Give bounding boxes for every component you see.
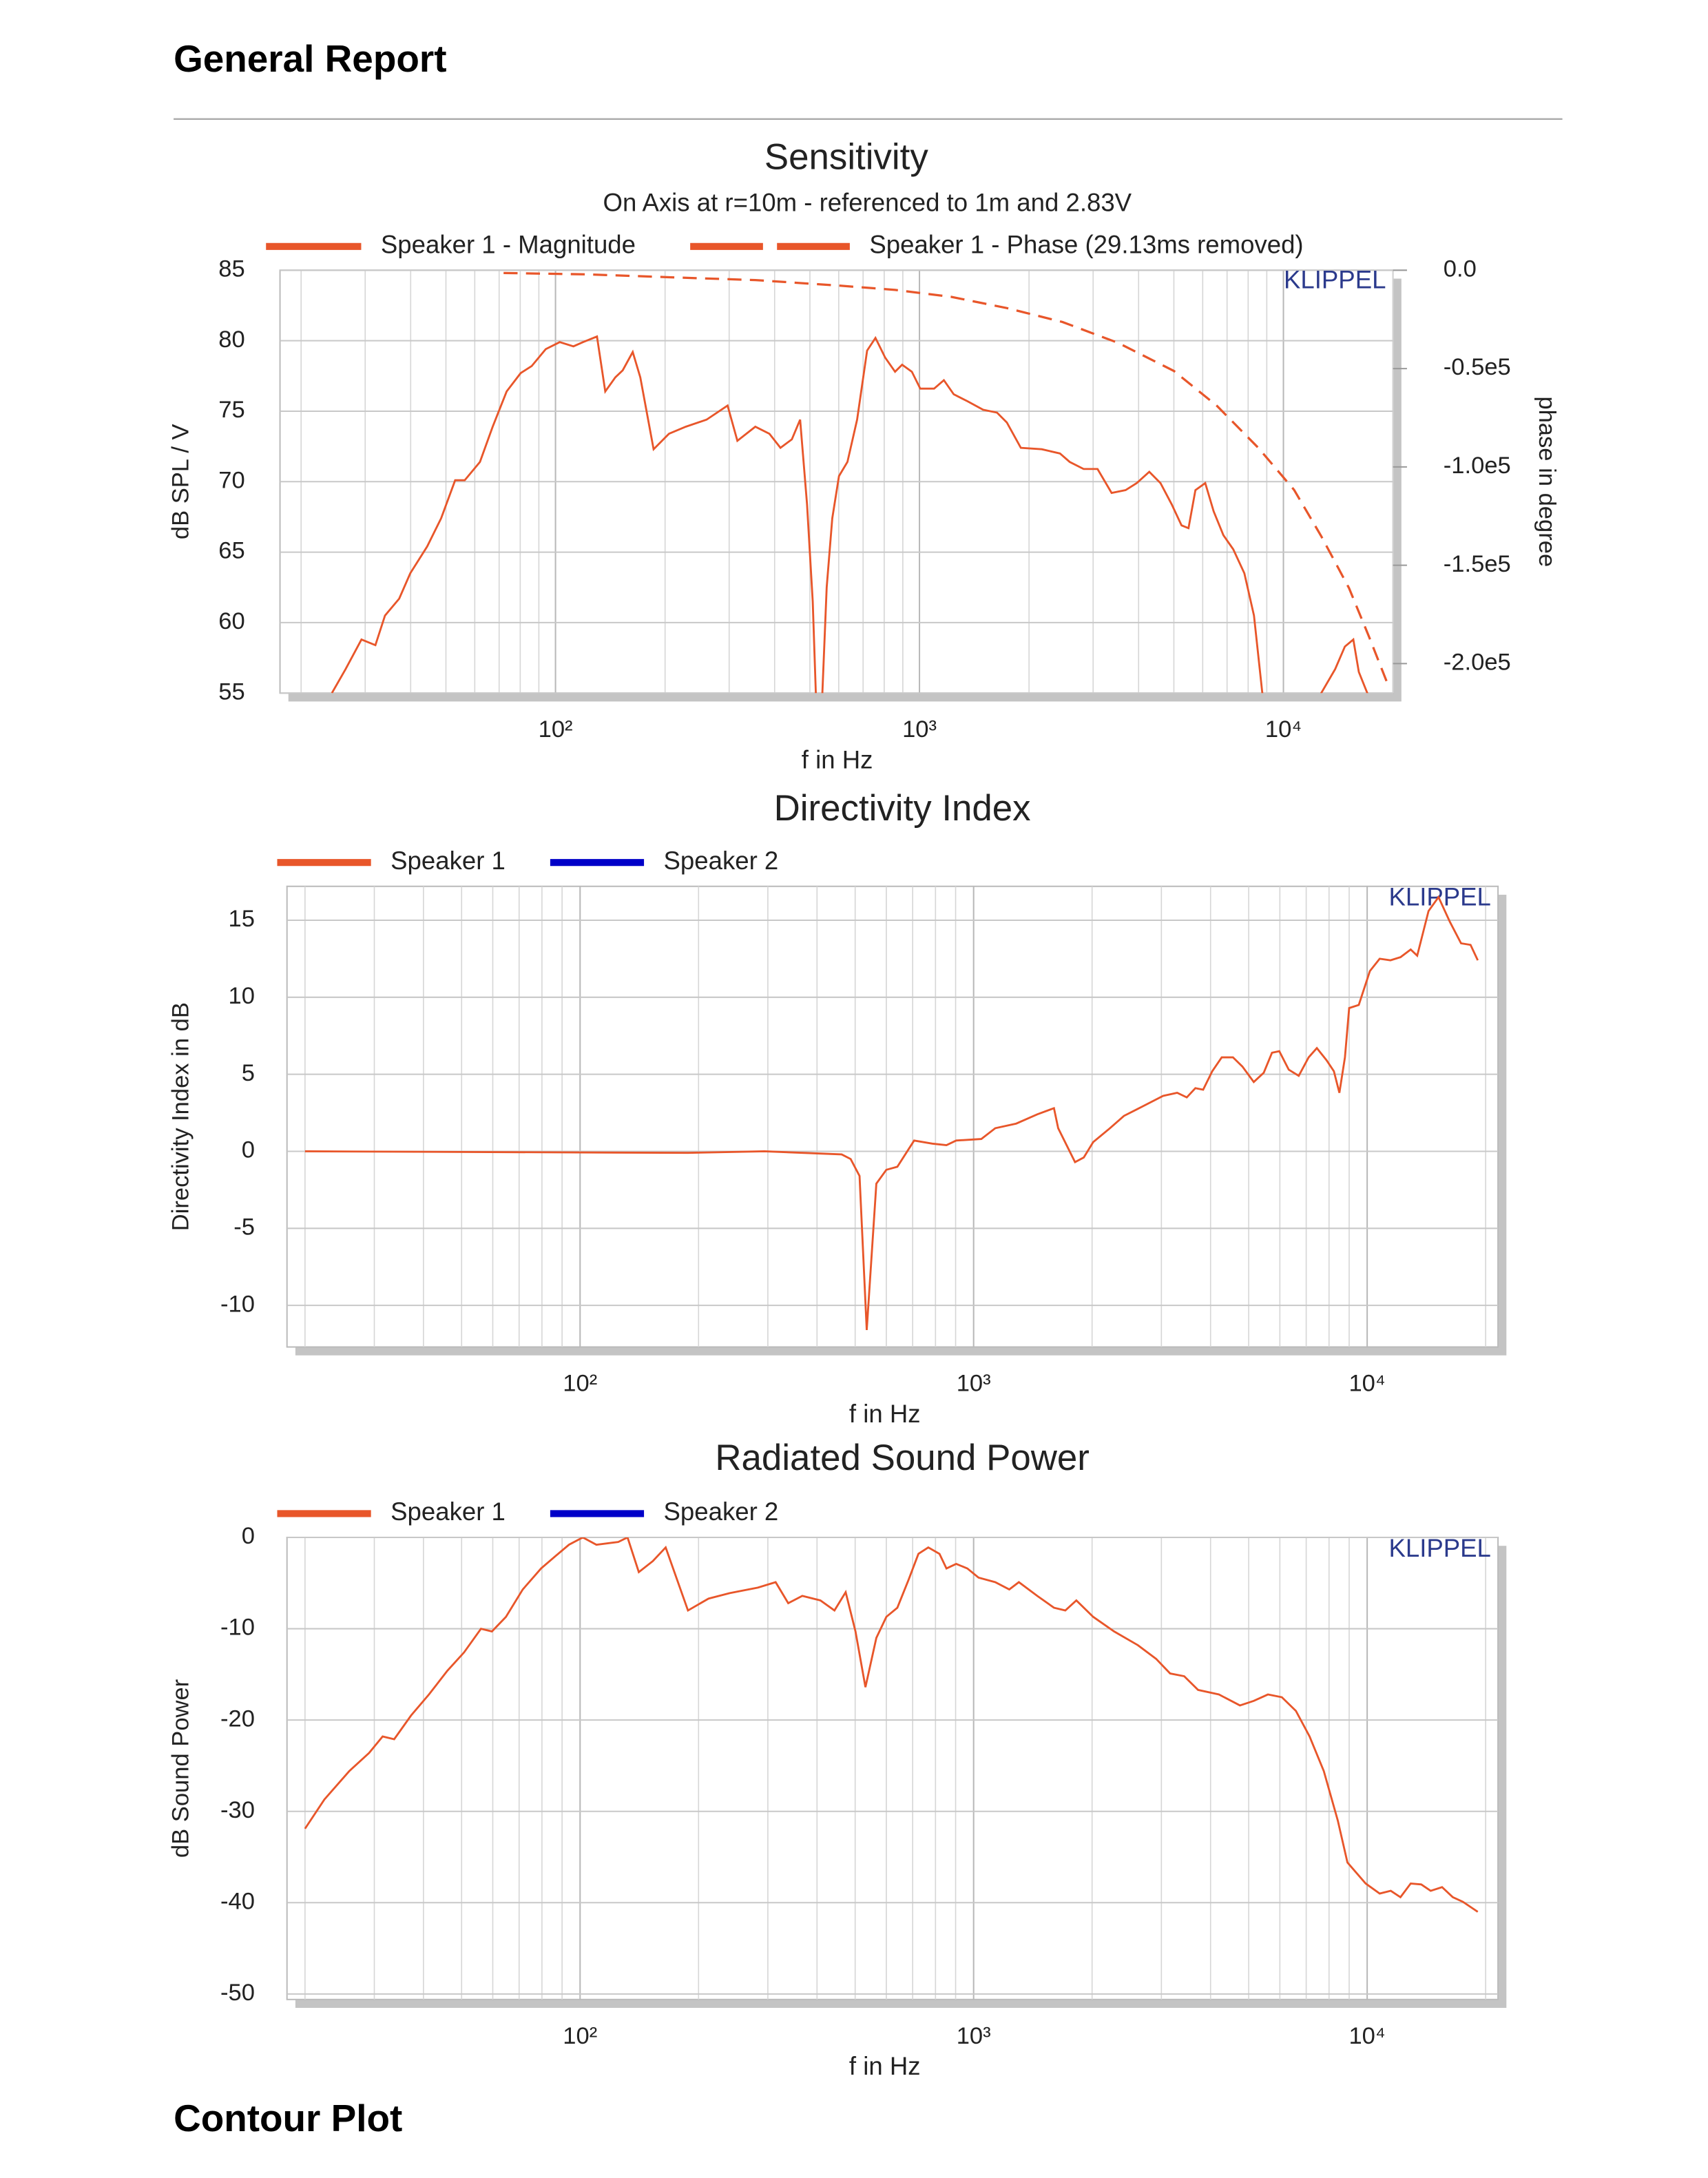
section-title: Contour Plot bbox=[174, 2097, 402, 2139]
series-line bbox=[304, 895, 1479, 1331]
y2-axis-label: phase in degree bbox=[1534, 396, 1560, 567]
chart-title: Directivity Index bbox=[774, 788, 1031, 829]
legend-label: Speaker 1 - Magnitude bbox=[381, 230, 636, 258]
y-tick-label: -30 bbox=[220, 1797, 255, 1823]
series-line bbox=[331, 335, 1368, 694]
y-tick-label: -5 bbox=[233, 1214, 255, 1240]
y-tick-label: -10 bbox=[220, 1615, 255, 1641]
legend-label: Speaker 1 - Phase (29.13ms removed) bbox=[869, 230, 1303, 258]
series-line bbox=[304, 1537, 1479, 1913]
x-tick-label: 10³ bbox=[957, 2023, 991, 2049]
y2-tick-label: -2.0e5 bbox=[1444, 650, 1511, 676]
y-axis-label: dB Sound Power bbox=[167, 1679, 194, 1858]
y-tick-label: 0 bbox=[242, 1523, 255, 1549]
y-tick-label: 0 bbox=[242, 1137, 255, 1163]
legend-label: Speaker 1 bbox=[390, 847, 506, 875]
y-tick-label: 75 bbox=[218, 397, 244, 423]
y-tick-label: -10 bbox=[220, 1291, 255, 1317]
plot-area bbox=[286, 885, 1499, 1348]
watermark: KLIPPEL bbox=[1388, 883, 1490, 911]
y-tick-label: 15 bbox=[229, 906, 255, 932]
y-tick-label: 10 bbox=[229, 983, 255, 1009]
report-title: General Report bbox=[174, 37, 446, 80]
y-tick-label: -20 bbox=[220, 1705, 255, 1732]
series-line bbox=[503, 271, 1388, 684]
chart-title: Sensitivity bbox=[764, 137, 928, 178]
y2-tick-label: -0.5e5 bbox=[1444, 354, 1511, 380]
x-axis-label: f in Hz bbox=[849, 2052, 921, 2080]
legend-label: Speaker 2 bbox=[664, 847, 779, 875]
x-tick-label: 10³ bbox=[957, 1371, 991, 1397]
y-tick-label: 70 bbox=[218, 467, 244, 493]
x-tick-label: 10⁴ bbox=[1348, 2023, 1385, 2049]
y2-tick-label: 0.0 bbox=[1444, 256, 1477, 282]
legend-label: Speaker 1 bbox=[390, 1497, 506, 1526]
watermark: KLIPPEL bbox=[1388, 1534, 1490, 1562]
y-tick-label: 65 bbox=[218, 538, 244, 564]
x-tick-label: 10³ bbox=[902, 716, 937, 743]
plot-area bbox=[286, 1536, 1499, 2000]
y-tick-label: 60 bbox=[218, 608, 244, 634]
chart-subtitle: On Axis at r=10m - referenced to 1m and … bbox=[603, 188, 1132, 216]
chart-title: Radiated Sound Power bbox=[715, 1438, 1089, 1478]
y-tick-label: 85 bbox=[218, 256, 244, 282]
x-axis-label: f in Hz bbox=[802, 746, 873, 774]
x-tick-label: 10² bbox=[539, 716, 573, 743]
legend-label: Speaker 2 bbox=[664, 1497, 779, 1526]
watermark: KLIPPEL bbox=[1284, 265, 1386, 293]
y-tick-label: 5 bbox=[242, 1060, 255, 1086]
x-tick-label: 10⁴ bbox=[1348, 1371, 1385, 1397]
y-axis-label: dB SPL / V bbox=[167, 424, 194, 539]
x-tick-label: 10² bbox=[563, 1371, 597, 1397]
y-tick-label: 55 bbox=[218, 678, 244, 705]
y-tick-label: -40 bbox=[220, 1888, 255, 1914]
y-tick-label: -50 bbox=[220, 1980, 255, 2006]
y-tick-label: 80 bbox=[218, 326, 244, 353]
y-axis-label: Directivity Index in dB bbox=[167, 1002, 194, 1231]
x-tick-label: 10⁴ bbox=[1265, 716, 1302, 743]
x-axis-label: f in Hz bbox=[849, 1400, 921, 1428]
y2-tick-label: -1.5e5 bbox=[1444, 551, 1511, 577]
x-tick-label: 10² bbox=[563, 2023, 597, 2049]
y2-tick-label: -1.0e5 bbox=[1444, 453, 1511, 479]
